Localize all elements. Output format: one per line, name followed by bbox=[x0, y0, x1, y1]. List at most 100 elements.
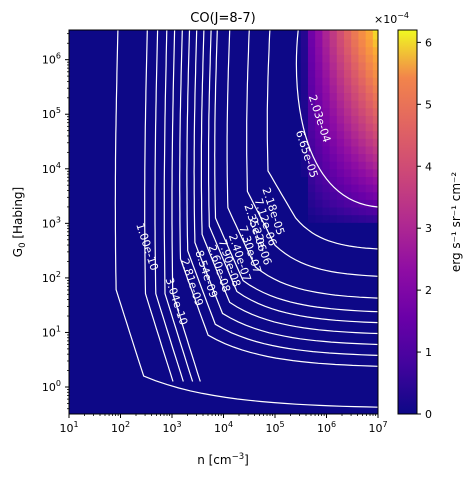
heatmap-cell bbox=[329, 77, 338, 86]
y-tick-label: 106 bbox=[42, 52, 61, 67]
heatmap-cell bbox=[300, 77, 309, 86]
heatmap-cell bbox=[300, 38, 309, 48]
heatmap-cell bbox=[307, 46, 316, 55]
heatmap-cell bbox=[307, 214, 316, 223]
heatmap-cell bbox=[344, 84, 352, 94]
heatmap-cell bbox=[300, 115, 309, 124]
heatmap-cell bbox=[351, 107, 360, 116]
heatmap-cell bbox=[336, 168, 345, 178]
heatmap-cell bbox=[322, 199, 331, 208]
heatmap-cell bbox=[358, 46, 367, 55]
heatmap-cell bbox=[315, 77, 323, 86]
contour-line bbox=[246, 30, 378, 277]
heatmap-cell bbox=[329, 54, 338, 63]
heatmap-cell bbox=[336, 31, 345, 40]
heatmap-cell bbox=[329, 176, 338, 185]
contour-line bbox=[193, 30, 378, 346]
heatmap-cell bbox=[336, 61, 345, 71]
contour-line bbox=[163, 30, 194, 382]
heatmap-cell bbox=[300, 30, 309, 32]
heatmap-cell bbox=[300, 161, 309, 170]
heatmap-cell bbox=[329, 199, 338, 208]
heatmap-cell bbox=[336, 77, 345, 86]
heatmap-cell bbox=[351, 69, 360, 78]
heatmap-cell bbox=[307, 84, 316, 94]
heatmap-cell bbox=[351, 206, 360, 216]
heatmap-cell bbox=[329, 206, 338, 216]
heatmap-cell bbox=[372, 176, 378, 185]
heatmap-cell bbox=[372, 30, 378, 32]
heatmap-cell bbox=[307, 54, 316, 63]
heatmap-cell bbox=[365, 31, 374, 40]
heatmap-cell bbox=[300, 100, 309, 109]
colorbar-tick-label: 2 bbox=[425, 284, 432, 297]
heatmap-cell bbox=[358, 214, 367, 223]
heatmap-cell bbox=[307, 161, 316, 170]
heatmap-cell bbox=[344, 168, 352, 178]
heatmap-cell bbox=[307, 184, 316, 193]
heatmap-cell bbox=[322, 214, 331, 223]
heatmap-cell bbox=[315, 92, 323, 101]
heatmap-cell bbox=[365, 38, 374, 48]
heatmap-cell bbox=[372, 77, 378, 86]
heatmap-cell bbox=[351, 38, 360, 48]
heatmap-cell bbox=[322, 206, 331, 216]
heatmap-cell bbox=[344, 191, 352, 200]
heatmap-cell bbox=[344, 153, 352, 162]
colorbar-tick-label: 3 bbox=[425, 222, 432, 235]
heatmap-cell bbox=[322, 61, 331, 71]
heatmap-cell bbox=[358, 191, 367, 200]
y-tick-label: 105 bbox=[42, 106, 61, 121]
heatmap-cell bbox=[372, 122, 378, 132]
heatmap-cell bbox=[315, 31, 323, 40]
heatmap-cell bbox=[344, 145, 352, 155]
colorbar-label: erg s⁻¹ sr⁻¹ cm⁻² bbox=[449, 172, 463, 273]
heatmap-cell bbox=[300, 61, 309, 71]
heatmap-cell bbox=[322, 69, 331, 78]
x-tick-label: 104 bbox=[214, 420, 233, 435]
heatmap-cell bbox=[351, 145, 360, 155]
heatmap-cell bbox=[344, 69, 352, 78]
heatmap-cell bbox=[322, 191, 331, 200]
contour-line bbox=[266, 30, 378, 250]
y-tick-label: 102 bbox=[42, 270, 61, 285]
heatmap-cell bbox=[307, 100, 316, 109]
heatmap-cell bbox=[336, 161, 345, 170]
heatmap-cell bbox=[322, 130, 331, 139]
heatmap-cell bbox=[329, 184, 338, 193]
contour-line bbox=[295, 30, 378, 208]
heatmap-cell bbox=[300, 138, 309, 147]
contour-lines bbox=[114, 30, 378, 408]
heatmap-cell bbox=[322, 92, 331, 101]
heatmap-cell bbox=[336, 115, 345, 124]
heatmap-cell bbox=[329, 92, 338, 101]
heatmap-cell bbox=[372, 115, 378, 124]
heatmap-cell bbox=[365, 199, 374, 208]
heatmap-cell bbox=[307, 115, 316, 124]
heatmap-cell bbox=[351, 84, 360, 94]
heatmap-cell bbox=[315, 176, 323, 185]
heatmap-cell bbox=[329, 107, 338, 116]
heatmap-cell bbox=[322, 184, 331, 193]
heatmap-cell bbox=[307, 122, 316, 132]
heatmap-cell bbox=[329, 115, 338, 124]
heatmap-cell bbox=[322, 115, 331, 124]
heatmap-cell bbox=[365, 46, 374, 55]
heatmap-cell bbox=[329, 138, 338, 147]
heatmap-cell bbox=[315, 206, 323, 216]
heatmap-cell bbox=[307, 30, 316, 32]
heatmap-cell bbox=[372, 84, 378, 94]
heatmap-cell bbox=[329, 214, 338, 223]
heatmap-cell bbox=[365, 100, 374, 109]
heatmap-cell bbox=[307, 145, 316, 155]
heatmap-cell bbox=[372, 206, 378, 216]
heatmap-cell bbox=[336, 206, 345, 216]
contour-line bbox=[114, 30, 378, 408]
x-tick-label: 105 bbox=[265, 420, 284, 435]
heatmap-cell bbox=[358, 145, 367, 155]
colorbar: 0 1 2 3 4 5 6 ×10−4 erg s⁻¹ sr⁻¹ cm⁻² bbox=[374, 11, 463, 421]
heatmap-cell bbox=[351, 54, 360, 63]
heatmap-cell bbox=[372, 184, 378, 193]
heatmap-cell bbox=[344, 184, 352, 193]
